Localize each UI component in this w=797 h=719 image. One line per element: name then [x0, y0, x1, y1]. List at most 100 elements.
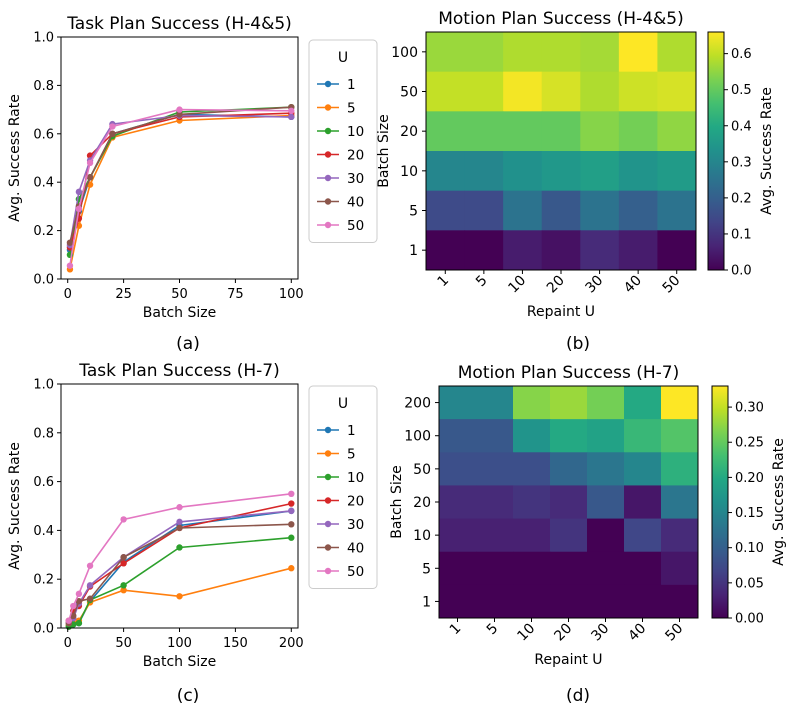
- heatmap-cell: [661, 452, 699, 486]
- heatmap-cell: [657, 111, 697, 152]
- x-tick-label: 100: [167, 636, 192, 651]
- x-axis-label: Repaint U: [527, 304, 595, 320]
- series-line-10: [69, 106, 292, 255]
- data-point: [176, 524, 183, 532]
- heatmap-cell: [476, 419, 514, 453]
- chart-title: Motion Plan Success (H-7): [458, 363, 679, 383]
- colorbar-tick-label: 0.30: [735, 401, 764, 416]
- heatmap-cell: [587, 485, 625, 520]
- legend-title: U: [338, 50, 348, 66]
- heatmap-cell: [618, 111, 658, 152]
- heatmap-cell: [661, 386, 699, 420]
- heatmap-cell: [426, 190, 466, 231]
- heatmap-cell: [513, 551, 551, 586]
- series-line-50: [68, 493, 292, 621]
- x-tick-label: 30: [588, 621, 612, 645]
- y-tick-label: 0.8: [33, 79, 54, 94]
- legend-entry-label: 1: [347, 423, 356, 439]
- legend-entry-label: 10: [347, 470, 364, 486]
- heatmap-cell: [439, 419, 477, 453]
- heatmap-cell: [426, 151, 466, 192]
- series-line-50: [69, 108, 292, 266]
- data-point: [288, 113, 295, 121]
- x-tick-label: 200: [279, 636, 304, 651]
- heatmap-cell: [657, 230, 697, 271]
- heatmap-cell: [426, 71, 466, 112]
- x-tick-label: 40: [621, 273, 645, 297]
- heatmap-cell: [624, 551, 662, 586]
- y-tick-label: 0.0: [33, 273, 54, 288]
- y-tick-label: 10: [400, 164, 418, 180]
- x-tick-label: 10: [505, 273, 529, 297]
- heatmap-cell: [503, 111, 543, 152]
- series-line-5: [69, 114, 292, 270]
- heatmap-cell: [624, 485, 662, 520]
- y-axis-label: Avg. Success Rate: [7, 442, 23, 570]
- colorbar-tick-label: 0.1: [731, 227, 752, 242]
- y-tick-label: 200: [404, 396, 431, 412]
- heatmap-cell: [541, 151, 581, 192]
- heatmap-cell: [541, 32, 581, 73]
- heatmap-cell: [464, 32, 504, 73]
- legend-title: U: [338, 396, 348, 412]
- heatmap-cell: [618, 32, 658, 73]
- chart-title: Task Plan Success (H-4&5): [66, 14, 292, 34]
- data-point: [288, 534, 295, 541]
- heatmap-cell: [550, 551, 588, 586]
- heatmap-cell: [513, 518, 551, 553]
- heatmap-cell: [624, 386, 662, 420]
- legend-box: [308, 39, 378, 243]
- x-axis-label: Repaint U: [534, 652, 602, 668]
- legend-swatch-marker: [324, 473, 332, 481]
- colorbar-label: Avg. Success Rate: [771, 438, 787, 566]
- legend: U 1 5 10 20 30 40 50: [308, 39, 378, 243]
- legend-swatch-marker: [324, 80, 332, 88]
- x-axis-label: Batch Size: [143, 654, 216, 670]
- data-point: [120, 582, 127, 589]
- data-point: [86, 595, 94, 602]
- data-point: [120, 586, 127, 594]
- heatmap-cell: [580, 111, 620, 152]
- x-tick-label: 50: [115, 636, 132, 651]
- heatmap-cell: [587, 419, 625, 453]
- y-tick-label: 5: [422, 561, 431, 577]
- heatmap-cell: [587, 452, 625, 486]
- data-point: [288, 507, 295, 515]
- heatmap-cell: [426, 111, 466, 152]
- x-tick-label: 1: [447, 621, 465, 639]
- colorbar-tick-label: 0.4: [731, 119, 752, 134]
- heatmap-cell: [464, 151, 504, 192]
- heatmap-cell: [464, 190, 504, 231]
- colorbar: 0.0 0.1 0.2 0.3 0.4 0.5 0.6 Avg. Success Rate: [707, 31, 775, 279]
- x-tick-label: 5: [484, 621, 502, 639]
- colorbar-tick-label: 0.3: [731, 155, 752, 170]
- chart-a: Task Plan Success (H-4&5) 0 25 50 75 100 0.0 0.…: [7, 14, 378, 321]
- colorbar-tick-label: 0.05: [735, 576, 764, 591]
- x-tick-label: 50: [660, 273, 684, 297]
- y-tick-label: 0.4: [33, 524, 54, 539]
- chart-c: Task Plan Success (H-7)0 50 100 150 2000.00.…: [7, 361, 378, 670]
- x-tick-label: 100: [279, 287, 304, 302]
- legend-swatch-marker: [324, 426, 332, 434]
- panel-caption: (d): [566, 686, 590, 706]
- heatmap-cell: [439, 518, 477, 553]
- y-tick-label: 20: [400, 124, 418, 140]
- data-point: [75, 619, 83, 627]
- x-axis-label: Batch Size: [143, 305, 216, 321]
- y-tick-label: 20: [413, 495, 431, 511]
- y-tick-label: 100: [404, 429, 431, 445]
- heatmap-cell: [587, 551, 625, 586]
- data-point: [86, 562, 94, 569]
- heatmap-cell: [624, 518, 662, 553]
- heatmap-cell: [503, 71, 543, 112]
- data-point: [109, 123, 116, 130]
- data-point: [75, 597, 83, 605]
- legend-swatch-marker: [324, 151, 332, 158]
- legend-swatch-marker: [324, 174, 332, 182]
- heatmap-cell: [624, 584, 662, 619]
- legend-entry-label: 20: [347, 148, 364, 164]
- data-point: [288, 107, 295, 115]
- heatmap-cell: [476, 551, 514, 586]
- colorbar-tick-label: 0.15: [735, 506, 764, 521]
- data-point: [86, 582, 94, 589]
